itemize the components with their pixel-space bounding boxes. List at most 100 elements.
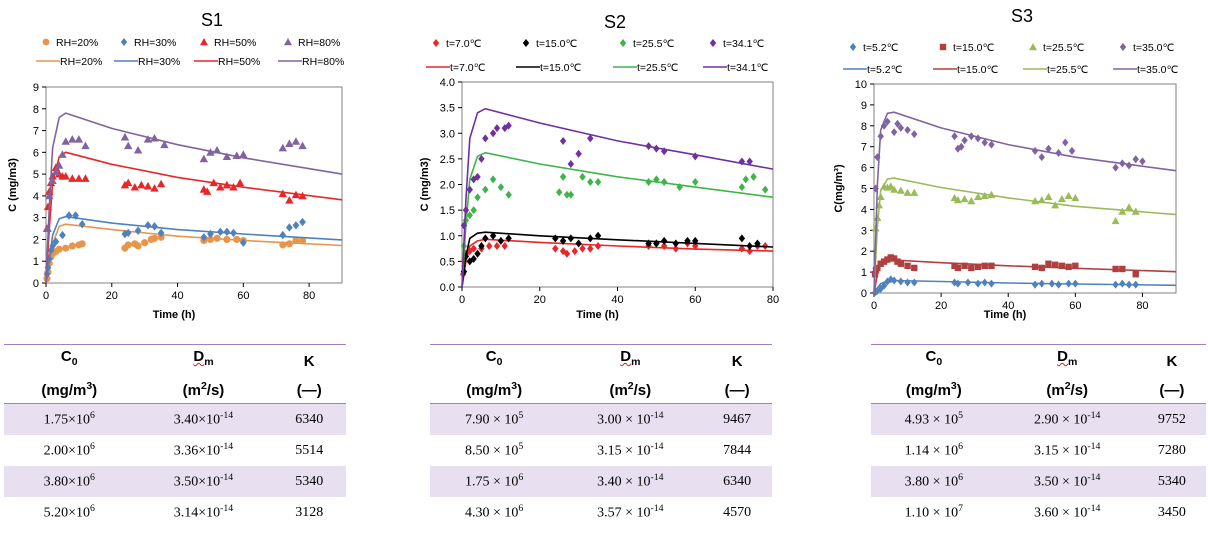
parameter-table-s3: C0 Dm K (mg/m3) (m2/s) (—) 4.93 × 105 2.… xyxy=(871,344,1206,528)
dm-cell: 3.15 × 10-14 xyxy=(597,441,664,459)
legend-label: t=25.5℃ xyxy=(1047,64,1088,76)
y-tick-label: 1 xyxy=(861,267,867,279)
legend-label: t=34.1℃ xyxy=(723,38,764,50)
data-point xyxy=(55,245,63,253)
data-point xyxy=(58,150,67,158)
data-point xyxy=(482,234,489,243)
data-point xyxy=(124,141,133,150)
legend-marker xyxy=(709,39,717,47)
legend-label: t=15.0℃ xyxy=(536,38,577,50)
data-point xyxy=(130,182,139,191)
data-point xyxy=(1068,146,1076,155)
data-point xyxy=(120,132,130,141)
chart-s2: S2t=7.0℃t=7.0℃t=15.0℃t=15.0℃t=25.5℃t=25.… xyxy=(419,12,779,321)
data-point xyxy=(1125,203,1134,211)
y-tick-label: 6 xyxy=(861,163,867,175)
legend-label: RH=20% xyxy=(60,56,102,68)
table-row: 1.75×106 3.40×10-14 6340 xyxy=(4,403,346,435)
data-point xyxy=(470,244,477,253)
data-point xyxy=(124,178,133,187)
data-point xyxy=(279,241,287,249)
y-tick-label: 6 xyxy=(33,147,39,159)
data-point xyxy=(988,262,995,270)
data-point xyxy=(298,141,307,150)
data-point xyxy=(505,190,512,199)
data-point xyxy=(988,140,995,149)
data-point xyxy=(988,279,995,288)
data-point xyxy=(230,228,237,238)
data-point xyxy=(653,144,660,153)
data-point xyxy=(72,211,79,220)
y-tick-label: 2.0 xyxy=(440,180,455,192)
series xyxy=(460,107,774,288)
data-point xyxy=(51,167,61,176)
data-point xyxy=(74,174,84,182)
legend-label: t=5.2℃ xyxy=(863,42,899,54)
data-point xyxy=(645,142,652,151)
data-point xyxy=(229,182,238,191)
data-point xyxy=(884,117,891,126)
data-point xyxy=(68,242,76,250)
data-point xyxy=(1038,153,1045,162)
data-point xyxy=(124,241,132,249)
data-point xyxy=(285,139,294,147)
data-point xyxy=(1065,263,1072,271)
data-point xyxy=(1055,148,1062,157)
data-point xyxy=(1058,262,1066,270)
data-point xyxy=(298,236,307,245)
data-point xyxy=(121,229,129,239)
legend-label: t=15.0℃ xyxy=(957,64,998,76)
plot-area xyxy=(461,81,774,288)
y-tick-label: 2 xyxy=(861,246,867,258)
data-point xyxy=(462,216,470,225)
data-point xyxy=(81,174,90,182)
header-k-unit: (—) xyxy=(1137,374,1206,404)
series xyxy=(871,254,1177,294)
y-tick-label: 9 xyxy=(861,100,867,112)
legend-label: t=25.5℃ xyxy=(637,62,678,74)
chart-title: S1 xyxy=(201,10,223,30)
header-c0-unit: (mg/m3) xyxy=(430,374,559,404)
data-point xyxy=(904,262,911,270)
data-point xyxy=(222,180,232,189)
data-point xyxy=(470,254,477,263)
data-point xyxy=(200,233,208,242)
header-k-unit: (—) xyxy=(272,374,346,404)
y-axis-label: C(mg/m³) xyxy=(833,164,845,213)
legend-entry: RH=80% RH=80% xyxy=(278,37,344,68)
x-tick-label: 40 xyxy=(171,290,183,302)
data-point xyxy=(65,211,73,220)
header-dm-unit: (m2/s) xyxy=(558,374,703,404)
data-point xyxy=(1051,201,1060,209)
legend-entry: RH=20% RH=20% xyxy=(36,37,102,68)
legend-marker xyxy=(200,38,208,46)
data-point xyxy=(216,182,225,191)
data-point xyxy=(960,194,969,203)
legend-label: RH=80% xyxy=(298,37,340,49)
data-point xyxy=(1064,191,1073,200)
data-point xyxy=(157,233,165,241)
legend-label: RH=20% xyxy=(56,37,98,49)
data-point xyxy=(968,132,975,141)
header-k-unit: (—) xyxy=(702,374,772,404)
data-point xyxy=(78,240,86,248)
data-point xyxy=(762,185,769,194)
data-point xyxy=(980,191,989,200)
data-point xyxy=(746,242,753,250)
data-point xyxy=(987,190,996,198)
fit-curve xyxy=(461,231,774,288)
data-point xyxy=(68,135,77,143)
legend-marker xyxy=(1029,43,1037,51)
chart-title: S2 xyxy=(604,12,626,32)
data-point xyxy=(497,183,505,192)
data-point xyxy=(594,242,602,250)
data-point xyxy=(951,132,958,141)
data-point xyxy=(967,197,976,205)
data-point xyxy=(466,185,473,194)
header-k: K xyxy=(1137,344,1206,374)
header-dm: Dm xyxy=(996,344,1138,374)
data-point xyxy=(594,231,602,240)
data-point xyxy=(1038,279,1045,288)
data-point xyxy=(462,252,470,261)
data-point xyxy=(896,186,905,194)
